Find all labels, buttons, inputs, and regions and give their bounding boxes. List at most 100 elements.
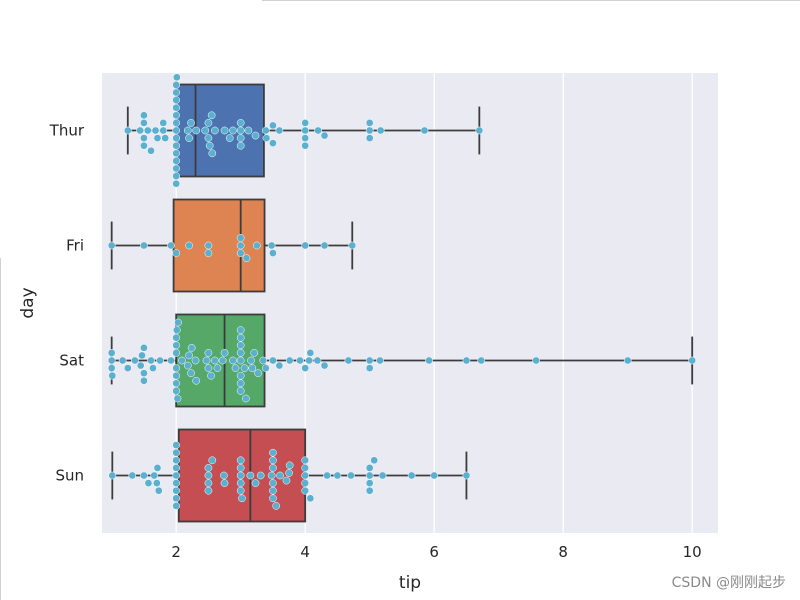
swarm-point-thur: [236, 134, 245, 142]
swarm-point-sun: [172, 464, 181, 472]
swarm-point-thur: [475, 126, 484, 135]
y-tick-label-thur: Thur: [49, 122, 85, 140]
swarm-point-sun: [204, 486, 213, 495]
swarm-point-thur: [225, 134, 234, 142]
swarm-point-thur: [172, 164, 181, 173]
swarm-point-sun: [301, 479, 310, 487]
swarm-point-sun: [204, 479, 213, 487]
swarm-point-thur: [301, 119, 310, 127]
swarm-point-fri: [301, 241, 310, 250]
swarm-point-fri: [140, 241, 148, 250]
swarm-point-sat: [236, 379, 245, 388]
swarm-point-thur: [365, 119, 374, 127]
swarm-point-sun: [204, 471, 213, 480]
swarm-point-thur: [204, 134, 213, 142]
swarm-point-sat: [187, 369, 195, 378]
swarm-point-sun: [172, 441, 181, 449]
swarm-point-sat: [172, 371, 181, 380]
swarm-point-sat: [296, 356, 304, 365]
swarm-point-sat: [240, 364, 249, 372]
swarm-point-sat: [229, 356, 237, 365]
swarm-point-fri: [185, 241, 193, 250]
swarm-point-thur: [236, 141, 245, 150]
swarm-point-sun: [256, 471, 265, 480]
swarm-point-thur: [151, 126, 160, 135]
swarm-point-sun: [285, 461, 294, 470]
swarm-point-sun: [333, 471, 342, 480]
swarm-point-thur: [172, 134, 181, 142]
swarm-point-sat: [147, 356, 155, 365]
swarm-point-thur: [211, 126, 219, 135]
swarm-point-thur: [172, 111, 181, 120]
swarm-point-thur: [159, 119, 168, 127]
swarm-point-fri: [242, 254, 251, 263]
swarm-point-sat: [241, 394, 250, 403]
swarm-point-thur: [244, 126, 253, 135]
swarm-point-sun: [301, 471, 310, 480]
swarm-point-thur: [365, 134, 374, 142]
swarm-point-thur: [172, 88, 181, 97]
swarm-point-thur: [301, 141, 310, 150]
swarm-point-sat: [425, 356, 433, 365]
swarm-point-sun: [272, 502, 281, 510]
swarm-point-sat: [211, 356, 219, 365]
swarm-point-sun: [370, 456, 379, 465]
swarm-point-sat: [269, 356, 277, 365]
swarm-point-sat: [213, 364, 222, 372]
swarm-point-sun: [236, 486, 245, 495]
swarm-point-thur: [172, 141, 181, 150]
swarm-point-fri: [348, 241, 357, 250]
swarm-point-sun: [108, 471, 117, 480]
swarm-point-sat: [123, 364, 132, 372]
swarm-point-sat: [462, 356, 471, 365]
watermark: CSDN @刚刚起步: [671, 575, 786, 591]
swarm-point-sat: [107, 364, 116, 372]
swarm-point-sun: [306, 494, 315, 503]
frame-left-edge: [0, 258, 1, 600]
swarm-point-sun: [152, 479, 161, 487]
swarm-point-fri: [204, 241, 213, 250]
swarm-point-thur: [161, 134, 170, 142]
swarm-point-thur: [172, 157, 181, 165]
swarm-point-sun: [269, 479, 277, 487]
swarm-point-sun: [220, 471, 228, 480]
swarm-point-sat: [344, 356, 353, 365]
swarm-point-sat: [623, 356, 632, 365]
swarm-point-thur: [208, 149, 217, 158]
swarm-point-sun: [269, 486, 277, 495]
swarm-point-sat: [688, 356, 697, 365]
swarm-point-thur: [140, 119, 148, 127]
swarm-point-thur: [159, 126, 168, 135]
swarm-point-sat: [236, 349, 245, 357]
swarm-point-sat: [191, 356, 200, 365]
swarm-point-sat: [365, 364, 374, 372]
swarm-point-thur: [187, 119, 195, 127]
swarm-point-thur: [140, 141, 148, 150]
swarm-point-sat: [204, 364, 213, 372]
swarm-point-fri: [167, 241, 175, 250]
swarm-point-thur: [376, 126, 385, 135]
swarm-point-thur: [140, 111, 148, 120]
swarm-point-sat: [174, 318, 182, 327]
swarm-point-thur: [261, 126, 270, 135]
swarm-point-thur: [172, 103, 181, 112]
swarm-point-sun: [365, 471, 374, 480]
swarm-point-thur: [172, 172, 181, 180]
swarm-point-sun: [144, 479, 153, 487]
swarm-point-thur: [153, 134, 162, 142]
swarm-point-sat: [306, 349, 315, 357]
swarm-point-sat: [218, 356, 227, 365]
swarm-point-sun: [238, 494, 246, 503]
x-tick-label: 2: [171, 543, 181, 561]
swarm-point-sun: [150, 471, 159, 480]
swarm-point-sun: [172, 486, 181, 495]
swarm-point-thur: [140, 134, 148, 142]
swarm-point-sun: [172, 502, 181, 510]
x-axis-label: tip: [399, 573, 421, 593]
swarm-point-sun: [246, 471, 255, 480]
swarm-point-thur: [172, 179, 181, 188]
swarm-point-thur: [236, 126, 245, 135]
y-tick-label-sat: Sat: [59, 352, 84, 370]
swarm-point-sun: [172, 471, 181, 480]
swarm-point-sat: [247, 356, 255, 365]
